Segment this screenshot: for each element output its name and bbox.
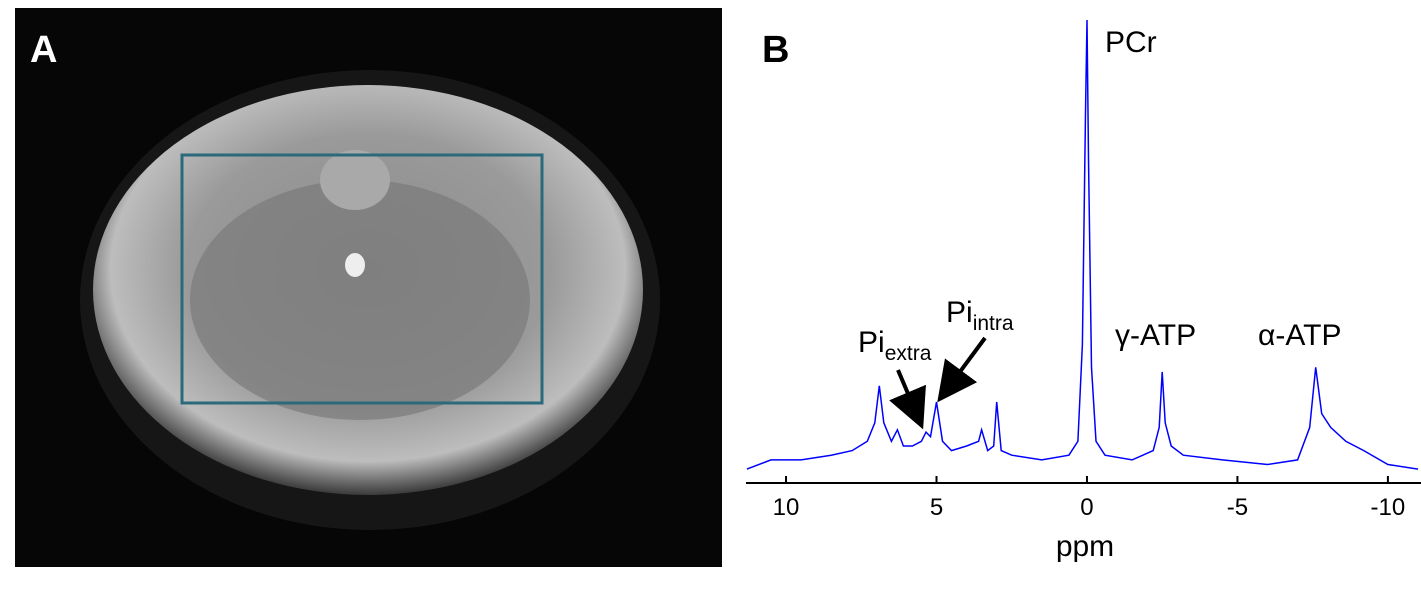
- peak-label: Piintra: [946, 296, 1014, 335]
- cerebellum: [320, 150, 390, 210]
- panel-label: A: [30, 29, 57, 71]
- mri-panel: A: [15, 8, 722, 567]
- peak-label-text: PCr: [1105, 26, 1157, 59]
- peak-label-subscript: intra: [973, 312, 1014, 335]
- x-tick-label: -5: [1227, 494, 1248, 521]
- roi-box: [180, 153, 544, 405]
- peak-label: α-ATP: [1258, 319, 1341, 352]
- brain-center: [190, 180, 530, 420]
- x-tick-label: 5: [930, 494, 943, 521]
- panel-label: B: [762, 29, 789, 71]
- peak-label-text: Pi: [858, 326, 885, 359]
- peak-label: PCr: [1105, 26, 1157, 59]
- peak-label-text: γ-ATP: [1115, 319, 1196, 352]
- peak-label-subscript: extra: [885, 342, 932, 365]
- peak-label-text: Pi: [946, 296, 973, 329]
- x-tick-label: 0: [1080, 494, 1093, 521]
- arrow: [889, 369, 926, 430]
- x-axis-label: ppm: [1056, 530, 1114, 563]
- arrow: [937, 336, 987, 403]
- x-tick-label: -10: [1371, 494, 1406, 521]
- spectrum-line: [746, 19, 1419, 470]
- peak-label: Piextra: [858, 326, 932, 365]
- x-tick-label: 10: [773, 494, 800, 521]
- peak-label-text: α-ATP: [1258, 319, 1341, 352]
- vessel: [345, 253, 365, 277]
- peak-label: γ-ATP: [1115, 319, 1196, 352]
